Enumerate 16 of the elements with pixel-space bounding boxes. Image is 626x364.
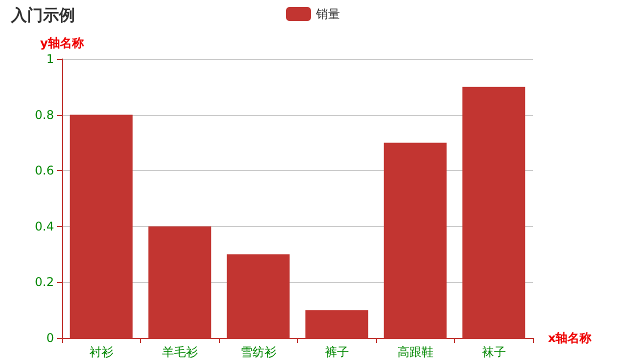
y-tick-label: 0.8 (34, 108, 54, 122)
x-tick-label: 雪纺衫 (240, 345, 276, 359)
chart-title: 入门示例 (10, 6, 75, 24)
y-tick-label: 0.2 (34, 275, 54, 290)
y-tick-label: 1 (46, 52, 54, 66)
x-tick-label: 高跟鞋 (397, 345, 434, 359)
legend-label: 销量 (315, 7, 340, 21)
x-tick-label: 裤子 (324, 345, 349, 359)
x-tick-label: 羊毛衫 (162, 345, 198, 359)
y-tick-label: 0.4 (34, 219, 54, 234)
y-tick-label: 0 (46, 331, 54, 345)
y-axis-title: y轴名称 (40, 36, 85, 50)
y-tick-label: 0.6 (34, 164, 54, 178)
x-axis-title: x轴名称 (548, 331, 593, 345)
x-tick-label: 袜子 (482, 345, 506, 359)
x-tick-label: 衬衫 (89, 345, 114, 359)
